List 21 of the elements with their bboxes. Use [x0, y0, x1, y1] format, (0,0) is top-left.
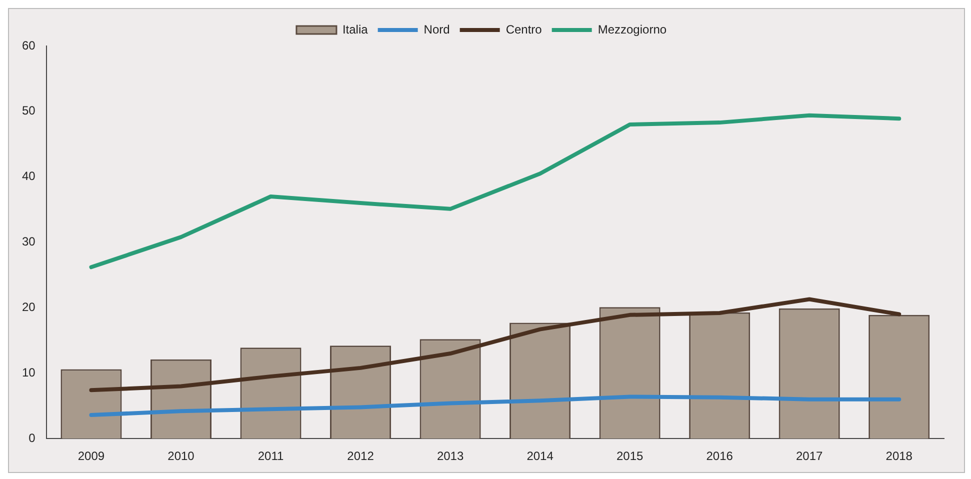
legend-label: Nord — [424, 22, 450, 36]
y-tick-label: 0 — [28, 430, 36, 445]
x-tick-label: 2016 — [706, 449, 734, 464]
x-tick-label: 2017 — [796, 449, 824, 464]
legend-label: Mezzogiorno — [598, 22, 667, 36]
y-tick-label: 50 — [22, 104, 36, 118]
x-tick-label: 2009 — [78, 449, 105, 464]
legend-label: Centro — [506, 22, 542, 36]
y-tick-label: 30 — [22, 234, 36, 249]
x-tick-label: 2013 — [436, 449, 464, 464]
x-tick-label: 2018 — [886, 449, 913, 464]
x-tick-label: 2015 — [616, 449, 644, 464]
legend-label: Italia — [342, 22, 368, 36]
y-tick-label: 60 — [22, 38, 36, 52]
y-tick-label: 10 — [22, 365, 36, 380]
x-tick-label: 2012 — [347, 449, 374, 464]
x-tick-label: 2014 — [526, 449, 554, 464]
y-tick-label: 40 — [22, 169, 36, 184]
y-tick-label: 20 — [22, 300, 36, 314]
x-tick-label: 2011 — [258, 449, 284, 464]
x-tick-label: 2010 — [168, 449, 195, 464]
